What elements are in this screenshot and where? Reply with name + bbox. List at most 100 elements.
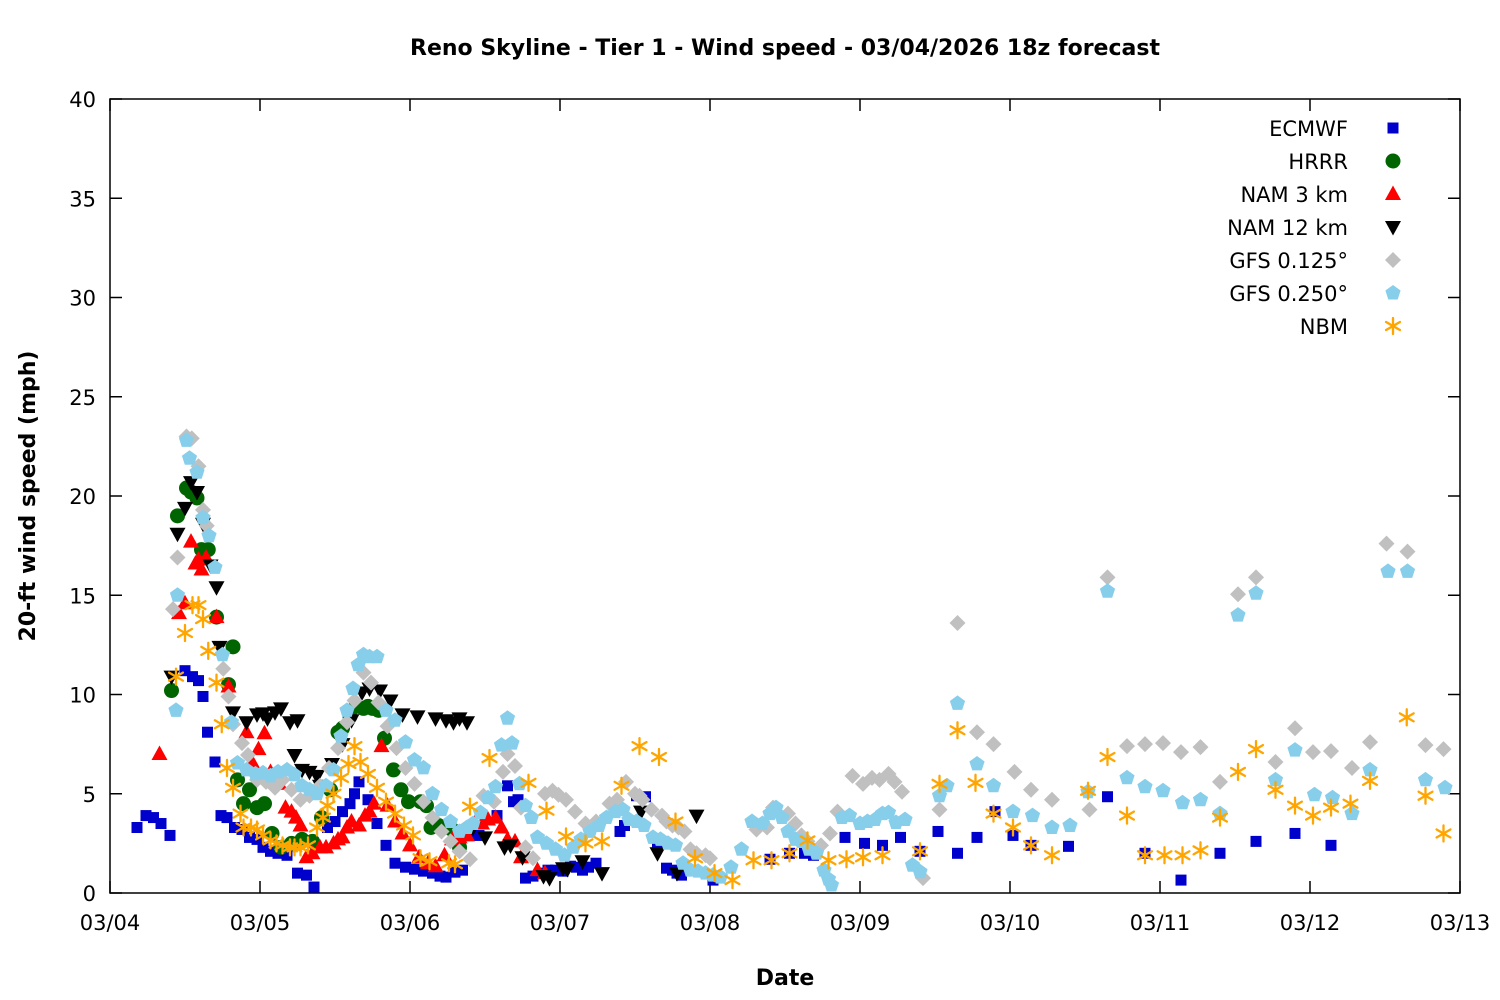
data-point xyxy=(822,825,838,842)
data-point xyxy=(931,801,948,818)
data-point xyxy=(590,857,602,869)
data-point xyxy=(1137,736,1153,753)
data-point xyxy=(1287,742,1303,757)
series-gfs-0-250- xyxy=(168,432,1453,892)
data-point xyxy=(1378,535,1395,552)
legend-label: ECMWF xyxy=(1269,117,1348,141)
data-point xyxy=(301,765,318,781)
data-point xyxy=(256,724,273,740)
data-point xyxy=(236,796,251,812)
data-point xyxy=(1062,817,1078,832)
data-point xyxy=(418,865,429,877)
data-point xyxy=(393,782,409,798)
data-point xyxy=(520,773,537,792)
data-point xyxy=(1173,744,1189,761)
legend-item-nam-12-km: NAM 12 km xyxy=(1227,216,1401,240)
data-point xyxy=(378,702,394,717)
data-point xyxy=(214,646,231,662)
data-point xyxy=(1324,789,1341,805)
data-point xyxy=(248,820,266,839)
data-point xyxy=(874,846,891,865)
data-point xyxy=(971,831,983,843)
data-point xyxy=(1289,827,1301,839)
data-point xyxy=(969,724,985,741)
data-point xyxy=(369,648,385,664)
data-point xyxy=(387,712,403,727)
data-point xyxy=(220,678,237,693)
legend-marker-square-icon xyxy=(1387,122,1399,134)
data-point xyxy=(985,804,1002,823)
data-point xyxy=(234,735,250,752)
data-point xyxy=(688,809,705,825)
data-point xyxy=(1099,747,1116,767)
data-point xyxy=(325,761,342,777)
data-point xyxy=(1063,840,1074,852)
data-point xyxy=(1044,791,1060,808)
legend-marker-circle-icon xyxy=(1385,153,1401,169)
data-point xyxy=(1043,846,1061,865)
data-point xyxy=(207,559,223,574)
data-point xyxy=(1322,798,1340,817)
data-point xyxy=(200,641,217,660)
data-point xyxy=(195,509,211,525)
data-point xyxy=(487,809,504,824)
data-point xyxy=(238,716,255,731)
data-point xyxy=(502,780,513,792)
data-point xyxy=(337,806,348,818)
data-point xyxy=(667,812,684,831)
data-point xyxy=(841,807,858,823)
legend-label: NAM 3 km xyxy=(1240,183,1348,207)
data-point xyxy=(299,836,317,855)
data-point xyxy=(1362,734,1378,751)
data-point xyxy=(424,785,441,801)
data-point xyxy=(1399,543,1416,560)
data-point xyxy=(187,671,198,683)
data-point xyxy=(557,827,575,846)
data-point xyxy=(799,831,816,850)
data-point xyxy=(224,778,242,797)
data-point xyxy=(667,837,684,852)
data-point xyxy=(969,756,985,771)
data-point xyxy=(985,777,1002,793)
data-point xyxy=(636,817,652,832)
data-point xyxy=(412,849,429,868)
data-point xyxy=(339,702,355,717)
data-point xyxy=(650,747,668,767)
data-point xyxy=(733,841,750,856)
data-point xyxy=(1286,796,1304,815)
data-point xyxy=(250,740,267,756)
data-point xyxy=(351,817,367,832)
y-tick-label: 30 xyxy=(69,287,96,311)
data-point xyxy=(1192,791,1209,807)
data-point xyxy=(197,690,209,702)
legend-item-nam-3-km: NAM 3 km xyxy=(1240,183,1401,207)
data-point xyxy=(421,852,438,871)
data-point xyxy=(386,804,404,823)
data-point xyxy=(371,818,383,830)
data-point xyxy=(1137,778,1153,794)
data-point xyxy=(409,863,420,875)
data-point xyxy=(394,824,411,840)
data-point xyxy=(1267,771,1284,787)
data-point xyxy=(193,560,210,576)
data-point xyxy=(169,549,186,566)
data-point xyxy=(634,791,651,808)
data-point xyxy=(446,855,464,874)
data-point xyxy=(1435,824,1452,843)
y-tick-label: 5 xyxy=(83,783,96,807)
data-point xyxy=(1361,771,1379,790)
data-point xyxy=(512,794,524,806)
data-point xyxy=(525,850,541,867)
data-point xyxy=(577,834,594,853)
data-point xyxy=(301,869,312,881)
data-point xyxy=(221,812,233,824)
data-point xyxy=(232,804,249,823)
data-point xyxy=(1192,841,1209,860)
data-point xyxy=(763,851,780,870)
legend-marker-diamond-icon xyxy=(1385,252,1401,268)
data-point xyxy=(859,837,870,849)
data-point xyxy=(594,867,610,882)
data-point xyxy=(1119,769,1135,785)
